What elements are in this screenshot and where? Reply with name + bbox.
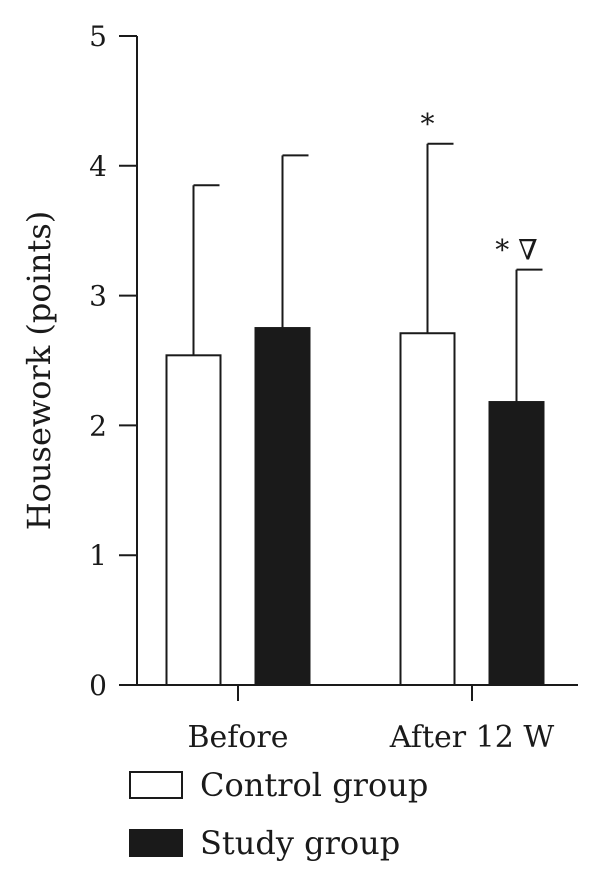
labels: Housework (points) Before After 12 W * * ∇ [20,108,554,755]
y-tick-label: 2 [89,409,107,442]
x-category-label: After 12 W [389,720,555,755]
y-tick-label: 0 [89,669,107,702]
y-tick-label: 5 [89,20,107,53]
bars [165,142,545,686]
bar-study [254,327,311,686]
legend: Control group Study group [129,766,428,862]
bar-control [399,332,456,686]
legend-label: Control group [200,766,428,804]
significance-annotation: * ∇ [495,234,537,267]
y-tick-label: 1 [89,539,107,572]
y-tick-label: 4 [89,150,107,183]
x-category-label: Before [187,720,288,755]
bar-control [165,354,222,686]
y-tick-label: 3 [89,280,107,313]
y-axis-title: Housework (points) [20,211,58,531]
significance-annotation: * [421,108,435,141]
bar-study [488,401,545,686]
legend-swatch [129,829,183,857]
legend-label: Study group [200,824,400,862]
legend-swatch [129,771,183,799]
